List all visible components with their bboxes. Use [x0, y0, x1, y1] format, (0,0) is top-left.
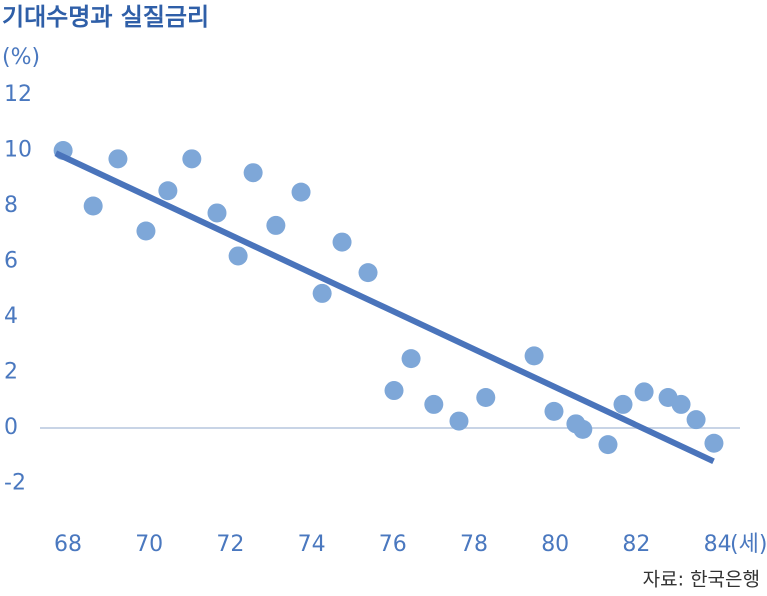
x-tick-label: 78 — [460, 532, 488, 557]
x-tick-label: 68 — [54, 532, 82, 557]
y-tick-label: 6 — [4, 249, 18, 274]
point — [243, 163, 263, 183]
x-tick-label: 74 — [298, 532, 326, 557]
point — [312, 283, 332, 303]
y-unit-label: (%) — [2, 45, 40, 70]
x-tick-label: 70 — [135, 532, 163, 557]
point — [83, 196, 103, 216]
point — [228, 246, 248, 266]
x-tick-label: 80 — [541, 532, 569, 557]
point — [401, 349, 421, 369]
x-tick-label: 84 — [704, 532, 732, 557]
y-tick-label: 8 — [4, 193, 18, 218]
point — [358, 263, 378, 283]
point — [182, 149, 202, 169]
point — [704, 433, 724, 453]
x-tick-label: 76 — [379, 532, 407, 557]
y-tick-label: 10 — [4, 138, 32, 163]
y-tick-label: -2 — [4, 471, 26, 496]
point — [424, 394, 444, 414]
point — [598, 435, 618, 455]
point — [686, 410, 706, 430]
trend-line — [54, 150, 715, 465]
point — [449, 411, 469, 431]
x-tick-label: 72 — [216, 532, 244, 557]
point — [613, 394, 633, 414]
source: 자료: 한국은행 — [643, 569, 760, 591]
y-tick-label: 12 — [4, 82, 32, 107]
x-tick-label: 82 — [622, 532, 650, 557]
point — [384, 381, 404, 401]
point — [332, 232, 352, 252]
y-tick-label: 4 — [4, 304, 18, 329]
point — [634, 382, 654, 402]
point — [544, 401, 564, 421]
point — [266, 215, 286, 235]
y-tick-label: 0 — [4, 415, 18, 440]
point — [524, 346, 544, 366]
y-tick-label: 2 — [4, 360, 18, 385]
point — [136, 221, 156, 241]
x-unit-label: (세) — [730, 532, 767, 557]
chart-title: 기대수명과 실질금리 — [2, 3, 209, 31]
point — [291, 182, 311, 202]
point — [476, 387, 496, 407]
point — [671, 394, 691, 414]
point — [158, 181, 178, 201]
point — [573, 419, 593, 439]
point — [207, 203, 227, 223]
point — [108, 149, 128, 169]
